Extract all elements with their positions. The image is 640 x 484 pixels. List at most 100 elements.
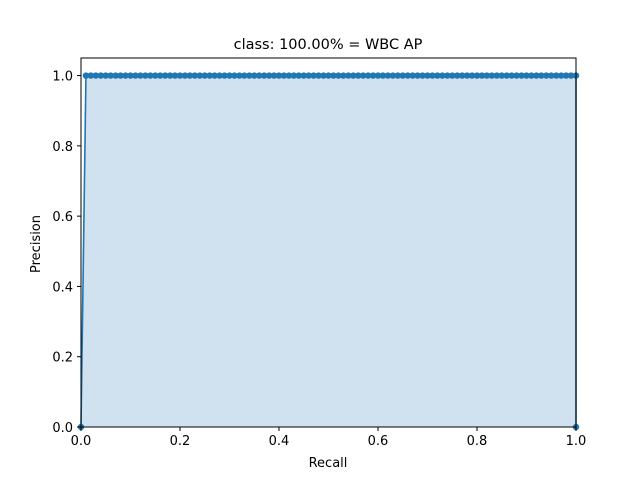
data-point [508,72,515,79]
data-point [300,72,307,79]
data-point [186,72,194,79]
data-point [171,72,179,79]
data-point [394,72,401,79]
data-point [330,72,337,79]
data-point [374,72,382,79]
data-point [335,72,342,79]
data-point [226,72,233,79]
data-point [82,72,90,79]
x-tick-label: 0.4 [269,434,290,449]
data-point [191,72,199,79]
data-point [345,72,352,79]
x-tick-label: 0.0 [71,434,92,449]
data-point [399,72,406,79]
data-point [449,72,456,79]
data-point [379,72,387,79]
data-point [409,72,416,79]
data-point [196,72,203,79]
data-point [102,72,109,79]
data-point [553,72,560,79]
data-point [488,72,496,79]
data-point [473,72,481,79]
data-point [315,72,322,79]
data-point [369,72,377,79]
data-point [152,72,159,79]
data-point [117,72,124,79]
data-point [216,72,223,79]
data-point [161,72,169,79]
data-point [463,72,471,79]
data-point [444,72,451,79]
data-point [503,72,510,79]
axes: 0.0 0.2 0.4 0.6 0.8 1.0 0.0 0.2 0.4 0.6 0.8 1.0 [52,57,587,449]
data-point [359,72,367,79]
data-point [211,72,218,79]
data-point [157,72,164,79]
data-point [122,72,129,79]
data-point [562,72,570,79]
y-tick-label: 0.6 [52,210,73,225]
x-tick-label: 0.6 [368,434,389,449]
data-point [478,72,486,79]
data-point [543,72,550,79]
data-point [107,72,114,79]
data-point [290,72,298,79]
data-point [251,72,258,79]
data-point [340,72,347,79]
data-point [87,72,95,79]
data-point [320,72,327,79]
data-point [518,72,525,79]
data-point [137,72,144,79]
data-point [439,72,446,79]
data-point [498,72,505,79]
data-point [147,72,154,79]
data-point [241,72,248,79]
y-tick-label: 0.8 [52,140,73,155]
data-point [285,72,293,79]
data-point [181,72,189,79]
data-point [221,72,228,79]
y-tick-label: 0.0 [52,421,73,436]
x-tick-label: 1.0 [566,434,587,449]
data-point [434,72,441,79]
data-point [295,72,302,79]
data-point [567,72,575,79]
data-point [92,72,100,79]
chart-title: class: 100.00% = WBC AP [234,37,423,53]
data-point [404,72,411,79]
data-point [355,72,362,79]
data-point [384,72,392,79]
data-point [265,72,273,79]
data-point [127,72,134,79]
data-point [493,72,500,79]
data-point [538,72,545,79]
data-point [364,72,372,79]
data-point [310,72,317,79]
data-point [166,72,174,79]
x-tick-label: 0.2 [170,434,191,449]
data-point [305,72,312,79]
plot-area [77,72,580,431]
data-point [483,72,491,79]
data-point [557,72,565,79]
data-point [533,72,540,79]
data-point [256,72,263,79]
data-point [429,72,436,79]
x-tick-label: 0.8 [467,434,488,449]
data-point [458,72,466,79]
area-fill [81,75,576,428]
y-tick-label: 1.0 [52,70,73,85]
data-point [548,72,555,79]
data-point [97,72,105,79]
data-point [246,72,253,79]
data-point [424,72,431,79]
y-tick-label: 0.2 [52,351,73,366]
data-point [236,72,243,79]
x-axis-label: Recall [309,456,348,471]
data-point [468,72,476,79]
data-point [132,72,139,79]
data-point [270,72,278,79]
data-point [414,72,421,79]
data-point [389,72,397,79]
